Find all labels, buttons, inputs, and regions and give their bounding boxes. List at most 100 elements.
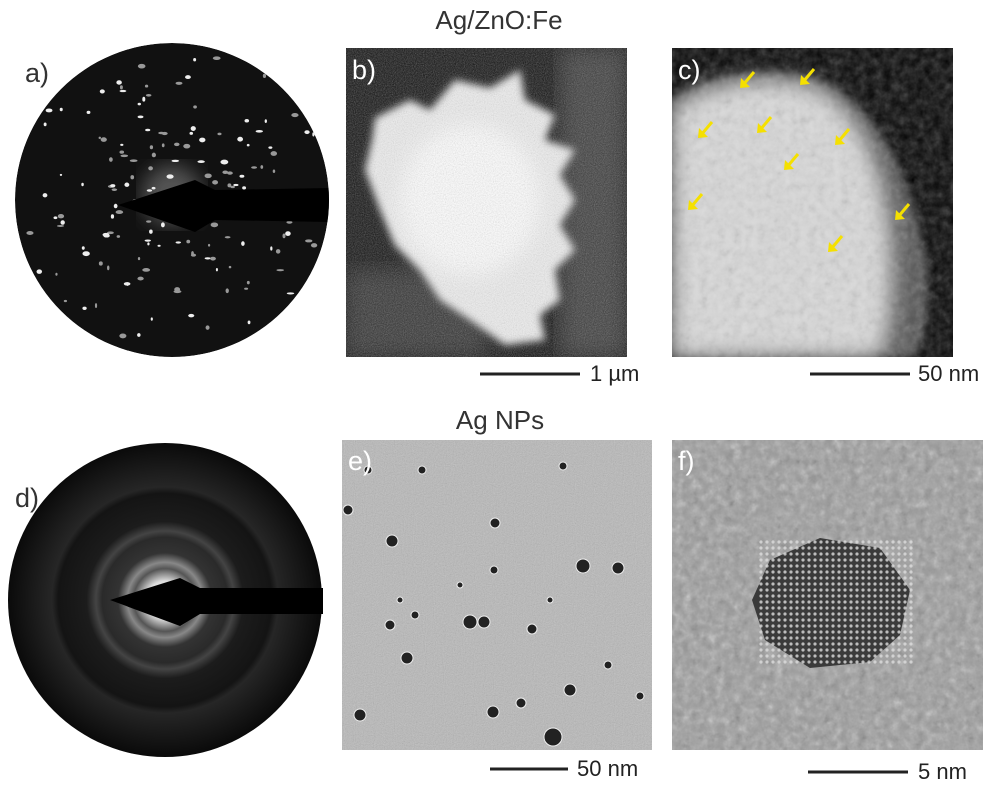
atom-column: [873, 606, 876, 609]
atom-column: [777, 558, 780, 561]
atom-column: [843, 654, 846, 657]
spot: [26, 231, 33, 235]
atom-column: [891, 588, 894, 591]
atom-column: [801, 618, 804, 621]
atom-column: [873, 570, 876, 573]
atom-column: [807, 552, 810, 555]
atom-column: [807, 642, 810, 645]
atom-column: [795, 612, 798, 615]
atom-column: [861, 660, 864, 663]
atom-column: [885, 558, 888, 561]
atom-column: [759, 612, 762, 615]
atom-column: [867, 642, 870, 645]
atom-column: [909, 654, 912, 657]
atom-column: [813, 654, 816, 657]
spot: [43, 193, 48, 197]
atom-column: [783, 624, 786, 627]
atom-column: [897, 570, 900, 573]
atom-column: [831, 540, 834, 543]
atom-column: [807, 540, 810, 543]
atom-column: [909, 570, 912, 573]
atom-column: [801, 630, 804, 633]
atom-column: [771, 570, 774, 573]
atom-column: [795, 564, 798, 567]
atom-column: [783, 540, 786, 543]
atom-column: [801, 642, 804, 645]
atom-column: [765, 636, 768, 639]
atom-column: [897, 636, 900, 639]
atom-column: [897, 564, 900, 567]
panel-label: d): [15, 483, 39, 513]
spot: [189, 132, 193, 135]
atom-column: [903, 588, 906, 591]
atom-column: [891, 624, 894, 627]
atom-column: [789, 606, 792, 609]
particle: [397, 597, 403, 603]
atom-column: [831, 600, 834, 603]
atom-column: [825, 558, 828, 561]
atom-column: [855, 576, 858, 579]
spot: [305, 239, 312, 242]
atom-column: [777, 642, 780, 645]
spot: [57, 225, 64, 227]
spot: [304, 130, 309, 134]
atom-column: [801, 636, 804, 639]
atom-column: [795, 570, 798, 573]
atom-column: [759, 642, 762, 645]
atom-column: [813, 624, 816, 627]
atom-column: [777, 576, 780, 579]
atom-column: [843, 660, 846, 663]
atom-column: [873, 588, 876, 591]
atom-column: [813, 564, 816, 567]
scale-bar-label: 50 nm: [577, 756, 638, 781]
spot: [273, 170, 275, 173]
atom-column: [897, 660, 900, 663]
atom-column: [909, 630, 912, 633]
atom-column: [807, 582, 810, 585]
atom-column: [789, 612, 792, 615]
atom-column: [897, 624, 900, 627]
spot: [176, 82, 183, 85]
spot: [151, 317, 153, 320]
atom-column: [861, 540, 864, 543]
atom-column: [879, 564, 882, 567]
atom-column: [783, 618, 786, 621]
atom-column: [897, 582, 900, 585]
atom-column: [831, 618, 834, 621]
atom-column: [909, 642, 912, 645]
atom-column: [909, 648, 912, 651]
atom-column: [867, 546, 870, 549]
atom-column: [909, 588, 912, 591]
atom-column: [801, 600, 804, 603]
spot: [206, 325, 210, 329]
atom-column: [855, 540, 858, 543]
atom-column: [771, 606, 774, 609]
atom-column: [903, 660, 906, 663]
atom-column: [879, 618, 882, 621]
atom-column: [759, 654, 762, 657]
particle: [636, 692, 644, 700]
atom-column: [867, 552, 870, 555]
atom-column: [795, 660, 798, 663]
atom-column: [831, 630, 834, 633]
panel-label: e): [348, 446, 372, 476]
scale-bar-label: 1 µm: [590, 361, 639, 386]
atom-column: [813, 660, 816, 663]
atom-column: [855, 552, 858, 555]
atom-column: [843, 594, 846, 597]
atom-column: [903, 612, 906, 615]
atom-column: [765, 540, 768, 543]
spot: [81, 183, 84, 186]
spot: [199, 138, 205, 143]
spot: [99, 137, 102, 139]
atom-column: [879, 612, 882, 615]
spot: [282, 234, 285, 239]
atom-column: [801, 552, 804, 555]
spot: [138, 103, 141, 106]
atom-column: [759, 558, 762, 561]
atom-column: [879, 570, 882, 573]
atom-column: [849, 660, 852, 663]
particle: [490, 566, 498, 574]
spot: [137, 277, 143, 281]
atom-column: [867, 648, 870, 651]
